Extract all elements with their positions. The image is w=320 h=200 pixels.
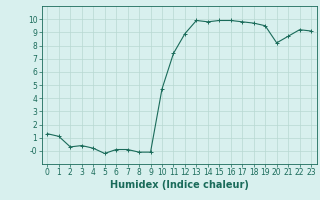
X-axis label: Humidex (Indice chaleur): Humidex (Indice chaleur) [110,180,249,190]
